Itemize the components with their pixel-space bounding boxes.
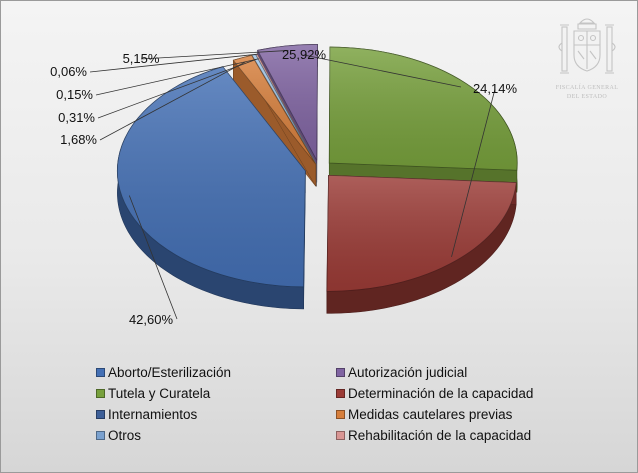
leader-line xyxy=(303,54,462,88)
leader-line xyxy=(95,58,259,96)
legend-label: Medidas cautelares previas xyxy=(348,407,513,422)
data-label-medidas-cautelares-previas: 1,68% xyxy=(60,132,97,147)
legend-item-otros: Otros xyxy=(96,428,141,443)
leader-line xyxy=(99,61,246,141)
emblem-line-1: FISCALÍA GENERAL xyxy=(555,85,619,91)
leader-line xyxy=(97,58,257,119)
legend-label: Internamientos xyxy=(108,407,198,422)
legend-item-tutela: Tutela y Curatela xyxy=(96,386,210,401)
legend-label: Otros xyxy=(108,428,142,443)
legend-item-internamientos: Internamientos xyxy=(96,407,197,422)
legend-swatch xyxy=(96,410,105,419)
leader-line xyxy=(140,50,289,60)
legend-swatch xyxy=(336,410,345,419)
leader-line xyxy=(89,53,258,73)
data-label-determinacion-de-la-capacidad: 24,14% xyxy=(473,81,518,96)
slice-internamientos xyxy=(116,65,306,310)
legend-label: Autorización judicial xyxy=(348,365,468,380)
pie-chart: 5,15% 25,92% 24,14% 42,60% 1,68% 0,31% 0,15% 0,… xyxy=(50,44,518,327)
slice-determinacion-de-la-capacidad xyxy=(326,174,517,314)
data-label-rehabilitacion-de-la-capacidad: 0,15% xyxy=(56,87,93,102)
leader-line xyxy=(128,195,178,320)
coat-of-arms-icon xyxy=(558,18,616,74)
legend-swatch xyxy=(96,368,105,377)
slice-medidas-cautelares-previas xyxy=(232,54,317,188)
data-label-internamientos: 42,60% xyxy=(129,312,174,327)
legend-label: Tutela y Curatela xyxy=(108,386,211,401)
legend-swatch xyxy=(336,389,345,398)
data-label-tutela-y-curatela: 25,92% xyxy=(282,47,327,62)
legend-item-aborto: Aborto/Esterilización xyxy=(96,365,231,380)
legend-item-determinacion: Determinación de la capacidad xyxy=(336,386,533,401)
legend-label: Determinación de la capacidad xyxy=(348,386,534,401)
fiscalia-emblem: FISCALÍA GENERAL DEL ESTADO xyxy=(554,13,620,105)
legend-swatch xyxy=(96,431,105,440)
legend-item-autorizacion: Autorización judicial xyxy=(336,365,467,380)
emblem-line-2: DEL ESTADO xyxy=(566,94,608,100)
legend-swatch xyxy=(336,431,345,440)
leader-line xyxy=(451,88,496,257)
legend-label: Aborto/Esterilización xyxy=(108,365,232,380)
data-label-otros: 0,31% xyxy=(58,110,95,125)
legend-item-medidas: Medidas cautelares previas xyxy=(336,407,512,422)
legend-label: Rehabilitación de la capacidad xyxy=(348,428,532,443)
legend-swatch xyxy=(96,389,105,398)
slice-tutela-y-curatela xyxy=(328,46,518,193)
data-label-extra: 0,06% xyxy=(50,64,87,79)
legend-item-rehabilitacion: Rehabilitación de la capacidad xyxy=(336,428,531,443)
data-label-autorizacion-judicial: 5,15% xyxy=(123,51,160,66)
legend-swatch xyxy=(336,368,345,377)
